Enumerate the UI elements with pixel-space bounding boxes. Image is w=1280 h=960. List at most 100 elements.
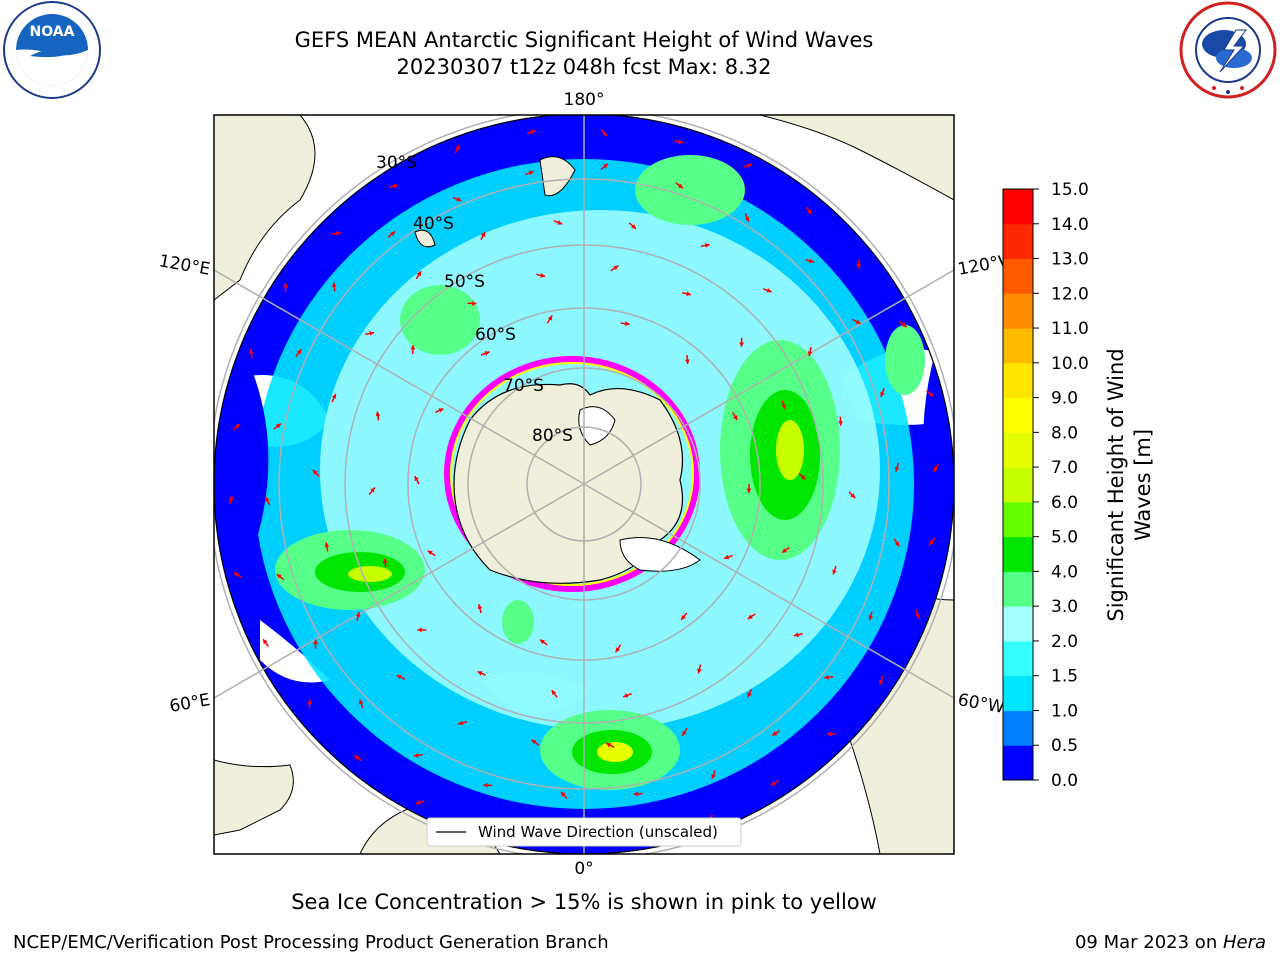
wave-direction-arrowhead bbox=[724, 554, 730, 560]
longitude-grid bbox=[214, 115, 954, 854]
colorbar-frame bbox=[1002, 188, 1034, 781]
lon-label-60w: 60°W bbox=[956, 690, 1006, 718]
colorbar-segment bbox=[1003, 745, 1033, 781]
wave-direction-arrowhead bbox=[472, 301, 477, 306]
wave-direction-arrowhead bbox=[313, 639, 318, 645]
wave-direction-arrowhead bbox=[880, 391, 885, 397]
wind-wave-arrows bbox=[228, 128, 940, 841]
wave-direction-arrowhead bbox=[894, 466, 900, 472]
wave-band-green-light bbox=[885, 325, 925, 395]
wave-direction-arrowhead bbox=[307, 699, 312, 705]
wave-direction-arrowhead bbox=[427, 550, 433, 556]
wave-direction-arrowhead bbox=[413, 752, 419, 758]
wave-direction-arrowhead bbox=[678, 139, 684, 145]
wave-direction-arrowhead bbox=[354, 755, 360, 761]
wave-direction-arrowhead bbox=[265, 497, 270, 503]
colorbar-tick-label: 0.0 bbox=[1051, 771, 1078, 791]
wave-direction-arrowhead bbox=[677, 183, 683, 189]
wave-direction-arrowhead bbox=[551, 690, 557, 696]
wave-direction-arrowhead bbox=[747, 614, 753, 619]
wave-direction-arrowhead bbox=[781, 548, 787, 553]
wave-direction-arrowhead bbox=[894, 541, 900, 547]
chart-title: GEFS MEAN Antarctic Significant Height o… bbox=[294, 28, 874, 52]
colorbar-segment bbox=[1003, 223, 1033, 260]
footer-date: 09 Mar 2023 on Hera bbox=[1075, 932, 1266, 953]
colorbar-segment bbox=[1003, 397, 1033, 433]
colorbar-tick-label: 10.0 bbox=[1051, 354, 1089, 374]
colorbar bbox=[1002, 188, 1034, 781]
wave-direction-arrowhead bbox=[807, 351, 813, 357]
wave-direction-arrowhead bbox=[603, 163, 608, 169]
wave-direction-arrowhead bbox=[739, 342, 744, 347]
wave-direction-arrowhead bbox=[296, 349, 302, 355]
wave-direction-arrowhead bbox=[540, 273, 546, 278]
wave-direction-arrowhead bbox=[807, 209, 812, 215]
lat-label-70s: 70°S bbox=[503, 376, 544, 396]
wave-direction-arrowhead bbox=[631, 224, 636, 229]
wave-direction-arrowhead bbox=[283, 282, 289, 288]
colorbar-tick-label: 13.0 bbox=[1051, 250, 1089, 270]
colorbar-segment bbox=[1003, 293, 1033, 329]
colorbar-tick-label: 3.0 bbox=[1051, 597, 1078, 617]
wave-band-yellow bbox=[597, 742, 633, 762]
wave-direction-arrowhead bbox=[809, 258, 815, 264]
wave-direction-arrowhead bbox=[263, 639, 268, 645]
wave-direction-arrowhead bbox=[838, 421, 843, 426]
colorbar-tick-label: 14.0 bbox=[1051, 215, 1089, 235]
colorbar-tick-label: 7.0 bbox=[1051, 458, 1078, 478]
nws-logo bbox=[1179, 1, 1277, 99]
chart-subtitle: 20230307 t12z 048h fcst Max: 8.32 bbox=[396, 55, 772, 79]
wave-direction-arrowhead bbox=[414, 476, 419, 482]
wave-direction-arrowhead bbox=[410, 345, 416, 350]
ice-shelf-weddell bbox=[619, 537, 701, 572]
noaa-logo-text: NOAA bbox=[30, 24, 75, 40]
wave-direction-arrowhead bbox=[331, 282, 337, 288]
noaa-logo: NOAA bbox=[3, 1, 101, 99]
wave-direction-arrowhead bbox=[358, 699, 364, 705]
wave-direction-arrowhead bbox=[855, 319, 861, 324]
wave-direction-arrowhead bbox=[772, 731, 778, 736]
colorbar-segment bbox=[1003, 362, 1033, 399]
ice-shelf-ross bbox=[578, 406, 616, 446]
legend-label: Wind Wave Direction (unscaled) bbox=[478, 823, 718, 841]
wave-direction-arrowhead bbox=[747, 163, 753, 168]
wave-direction-arrowhead bbox=[324, 542, 330, 548]
wave-direction-arrowhead bbox=[606, 743, 612, 748]
wave-direction-arrowhead bbox=[560, 791, 566, 797]
wave-direction-arrowhead bbox=[530, 129, 536, 135]
wave-direction-arrowhead bbox=[615, 647, 621, 653]
colorbar-tick-label: 5.0 bbox=[1051, 528, 1078, 548]
wave-direction-arrowhead bbox=[276, 574, 282, 579]
wave-direction-arrowhead bbox=[681, 615, 686, 620]
colorbar-ticks: 0.0 0.5 1.0 1.5 2.0 3.0 4.0 5.0 6.0 7.0 8.0 9.0 10.0… bbox=[1033, 180, 1089, 791]
wave-band-green-light bbox=[400, 285, 480, 355]
colorbar-tick-label: 11.0 bbox=[1051, 319, 1089, 339]
sea-ice-inner bbox=[450, 362, 694, 586]
lat-label-40s: 40°S bbox=[413, 214, 454, 234]
colorbar-segment bbox=[1003, 675, 1033, 711]
wave-direction-arrowhead bbox=[531, 739, 537, 745]
wave-direction-arrowhead bbox=[770, 780, 776, 786]
colorbar-tick-label: 1.0 bbox=[1051, 701, 1078, 721]
wave-direction-arrowhead bbox=[684, 359, 690, 364]
colorbar-segment bbox=[1003, 432, 1033, 468]
wave-direction-arrowhead bbox=[375, 411, 381, 417]
wave-direction-arrowhead bbox=[393, 183, 399, 189]
colorbar-tick-label: 0.5 bbox=[1051, 736, 1078, 756]
lon-label-60e: 60°E bbox=[168, 690, 212, 717]
wave-direction-arrowhead bbox=[711, 773, 716, 779]
lat-label-50s: 50°S bbox=[444, 272, 485, 292]
wave-direction-arrowhead bbox=[477, 604, 483, 610]
wave-direction-arrowhead bbox=[331, 393, 337, 399]
colorbar-tick-label: 1.5 bbox=[1051, 667, 1078, 687]
wave-direction-arrowhead bbox=[477, 671, 483, 676]
colorbar-tick-label: 12.0 bbox=[1051, 284, 1089, 304]
colorbar-tick-label: 4.0 bbox=[1051, 562, 1078, 582]
colorbar-label-line2: Waves [m] bbox=[1131, 429, 1155, 541]
wave-direction-arrowhead bbox=[602, 131, 608, 137]
lat-label-30s: 30°S bbox=[376, 153, 417, 173]
sea-ice-note: Sea Ice Concentration > 15% is shown in … bbox=[291, 890, 877, 914]
wave-direction-arrowhead bbox=[915, 613, 920, 619]
colorbar-label-line1: Significant Height of Wind bbox=[1104, 348, 1128, 621]
